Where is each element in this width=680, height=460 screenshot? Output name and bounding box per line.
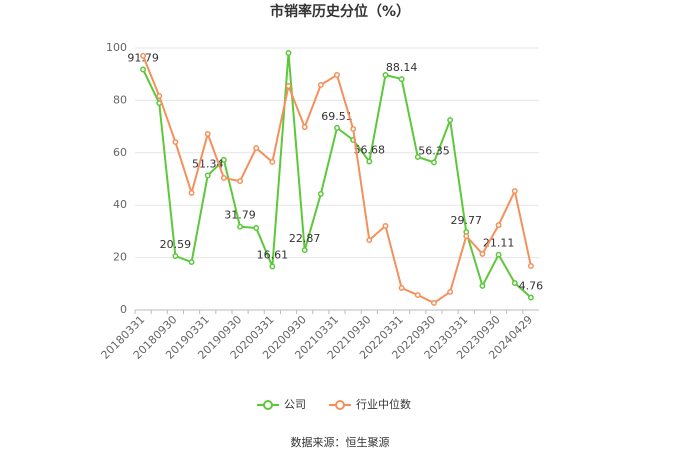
data-point [237, 223, 243, 230]
data-point [350, 126, 357, 132]
data-point [301, 124, 308, 131]
data-point [140, 66, 147, 73]
y-tick-label: 40 [113, 198, 127, 211]
data-label: 29.77 [451, 214, 483, 227]
y-tick-label: 100 [106, 41, 127, 54]
legend-label: 行业中位数 [356, 397, 411, 411]
data-label: 56.68 [354, 143, 386, 156]
data-point [479, 282, 486, 289]
data-label: 88.14 [386, 61, 418, 74]
data-point [366, 158, 373, 165]
y-tick-label: 60 [113, 146, 127, 159]
data-label: 4.76 [519, 280, 544, 293]
data-point [140, 52, 147, 59]
data-point [431, 159, 437, 166]
data-point [269, 263, 276, 270]
series-line [142, 52, 532, 299]
data-point [301, 247, 308, 254]
data-point [334, 124, 340, 131]
data-point [188, 189, 195, 196]
data-point [414, 292, 421, 299]
data-label: 20.59 [160, 238, 192, 251]
data-point [285, 83, 292, 89]
data-point [253, 225, 260, 231]
source: 数据来源：恒生聚源 [291, 435, 390, 449]
data-point [447, 288, 454, 295]
series-line [142, 55, 532, 305]
data-point [253, 145, 260, 152]
data-point [495, 222, 502, 229]
data-point [527, 294, 534, 301]
chart-title: 市销率历史分位（%） [270, 3, 410, 20]
y-tick-label: 80 [113, 93, 127, 106]
data-label: 56.35 [418, 144, 450, 157]
data-point [511, 280, 518, 286]
legend-marker [263, 400, 273, 410]
legend-marker [335, 400, 345, 410]
data-point [269, 159, 276, 165]
data-point [285, 50, 292, 56]
legend-item: 公司 [257, 398, 306, 411]
data-point [527, 263, 534, 269]
data-point [334, 72, 340, 78]
legend-label: 公司 [284, 398, 306, 411]
data-point [414, 154, 421, 160]
data-point [511, 188, 518, 195]
data-label: 16.61 [257, 248, 289, 261]
data-point [382, 222, 389, 229]
data-point [172, 139, 179, 146]
data-point [156, 92, 163, 99]
data-point [204, 172, 211, 179]
data-point [431, 299, 437, 306]
data-point [204, 130, 211, 137]
data-point [495, 251, 502, 258]
data-point [317, 81, 324, 88]
data-point [479, 250, 486, 257]
data-point [463, 233, 470, 240]
data-point [237, 178, 243, 185]
y-tick-label: 20 [113, 251, 127, 264]
legend-item: 行业中位数 [329, 397, 411, 411]
data-label: 69.51 [321, 110, 353, 123]
data-point [447, 117, 454, 124]
data-label: 31.79 [224, 209, 256, 222]
y-tick-label: 0 [120, 303, 127, 316]
data-point [317, 190, 324, 197]
data-point [398, 285, 405, 291]
data-point [188, 259, 195, 266]
data-point [220, 156, 227, 163]
data-point [366, 237, 373, 243]
data-label: 22.87 [289, 232, 321, 245]
data-point [220, 175, 227, 181]
data-point [382, 72, 389, 78]
data-point [172, 253, 179, 260]
data-point [398, 76, 405, 83]
